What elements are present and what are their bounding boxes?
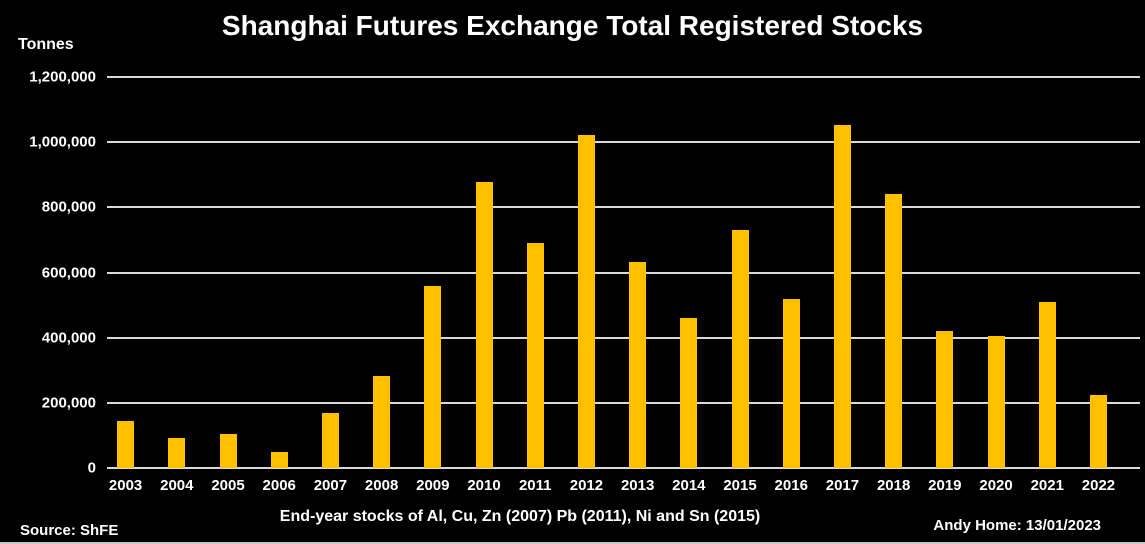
bar-column: 2005 xyxy=(202,77,253,494)
bar xyxy=(987,336,1005,468)
bar-column: 2017 xyxy=(817,77,868,494)
x-tick-label: 2012 xyxy=(569,477,604,494)
y-tick-label: 400,000 xyxy=(41,329,96,347)
x-tick-label: 2011 xyxy=(518,477,552,494)
y-tick-label: 0 xyxy=(87,459,96,477)
bar xyxy=(475,181,493,468)
x-tick-label: 2015 xyxy=(723,477,757,494)
bar xyxy=(1038,302,1056,468)
bar-column: 2012 xyxy=(561,77,612,494)
x-tick-label: 2016 xyxy=(774,477,808,494)
x-tick-label: 2019 xyxy=(928,477,962,494)
gridline xyxy=(107,467,1140,469)
bar-column: 2013 xyxy=(612,77,663,494)
y-axis-unit-label: Tonnes xyxy=(18,36,74,53)
bar xyxy=(680,318,698,468)
bar-column: 2011 xyxy=(510,77,561,494)
bar-column: 2008 xyxy=(356,77,407,494)
x-tick-label: 2022 xyxy=(1081,477,1116,494)
bar xyxy=(270,452,288,468)
bar-column: 2018 xyxy=(868,77,919,494)
y-axis-tick-labels: 1,200,000 1,000,000 800,000 600,000 400,000 2… xyxy=(0,69,96,477)
bar xyxy=(782,298,800,468)
bar-column: 2016 xyxy=(766,77,817,494)
x-tick-label: 2014 xyxy=(672,477,706,494)
bar-column: 2010 xyxy=(458,77,509,494)
bar-column: 2003 xyxy=(100,77,151,494)
bar xyxy=(577,135,595,468)
bottom-border xyxy=(0,542,1145,544)
bar-column: 2015 xyxy=(714,77,765,494)
x-tick-label: 2021 xyxy=(1030,477,1064,494)
y-tick-label: 1,200,000 xyxy=(29,68,96,86)
bar xyxy=(731,229,749,468)
bar-column: 2022 xyxy=(1073,77,1124,494)
credit-label: Andy Home: 13/01/2023 xyxy=(933,517,1101,534)
chart-title: Shanghai Futures Exchange Total Register… xyxy=(221,10,924,41)
bar-column: 2020 xyxy=(970,77,1021,494)
bar-column: 2019 xyxy=(919,77,970,494)
x-tick-label: 2005 xyxy=(211,477,245,494)
bar xyxy=(424,286,442,468)
gridline xyxy=(107,271,1140,274)
bar xyxy=(117,420,135,468)
y-tick-label: 600,000 xyxy=(41,264,96,281)
x-tick-label: 2017 xyxy=(825,477,860,494)
bar xyxy=(168,438,186,468)
y-tick-label: 200,000 xyxy=(41,394,96,412)
gridline xyxy=(107,336,1140,339)
bar xyxy=(833,124,851,468)
x-tick-label: 2013 xyxy=(620,477,655,494)
gridline xyxy=(107,206,1140,209)
chart-caption: End-year stocks of Al, Cu, Zn (2007) Pb … xyxy=(279,508,761,525)
x-tick-label: 2006 xyxy=(262,477,296,494)
x-tick-label: 2010 xyxy=(467,477,501,494)
bar xyxy=(885,194,903,468)
gridline xyxy=(107,401,1140,404)
x-tick-label: 2007 xyxy=(313,477,348,494)
x-tick-label: 2020 xyxy=(979,477,1013,494)
bar xyxy=(629,262,647,468)
source-label: Source: ShFE xyxy=(20,522,119,539)
bar-column: 2014 xyxy=(663,77,714,494)
bar xyxy=(373,376,391,468)
bar xyxy=(936,331,954,468)
x-tick-label: 2003 xyxy=(108,477,143,494)
x-tick-label: 2009 xyxy=(416,477,450,494)
bar-column: 2007 xyxy=(305,77,356,494)
x-tick-label: 2008 xyxy=(364,477,399,494)
bar xyxy=(219,434,237,468)
bar xyxy=(321,413,339,468)
bar-column: 2004 xyxy=(151,77,202,494)
bar xyxy=(1089,394,1107,468)
x-tick-label: 2018 xyxy=(876,477,911,494)
y-tick-label: 800,000 xyxy=(41,198,96,216)
gridline xyxy=(107,76,1140,78)
bar-column: 2021 xyxy=(1022,77,1073,494)
y-tick-label: 1,000,000 xyxy=(29,133,96,151)
bars-container: 2003 2004 2005 2006 2007 2008 2009 2010 2011 2012… xyxy=(100,77,1124,494)
bar-column: 2006 xyxy=(254,77,305,494)
x-tick-label: 2004 xyxy=(160,477,194,494)
bar-column: 2009 xyxy=(407,77,458,494)
bar xyxy=(526,242,544,468)
plot-area: 2003 2004 2005 2006 2007 2008 2009 2010 2011 2012… xyxy=(107,76,1140,494)
gridline xyxy=(107,141,1140,144)
